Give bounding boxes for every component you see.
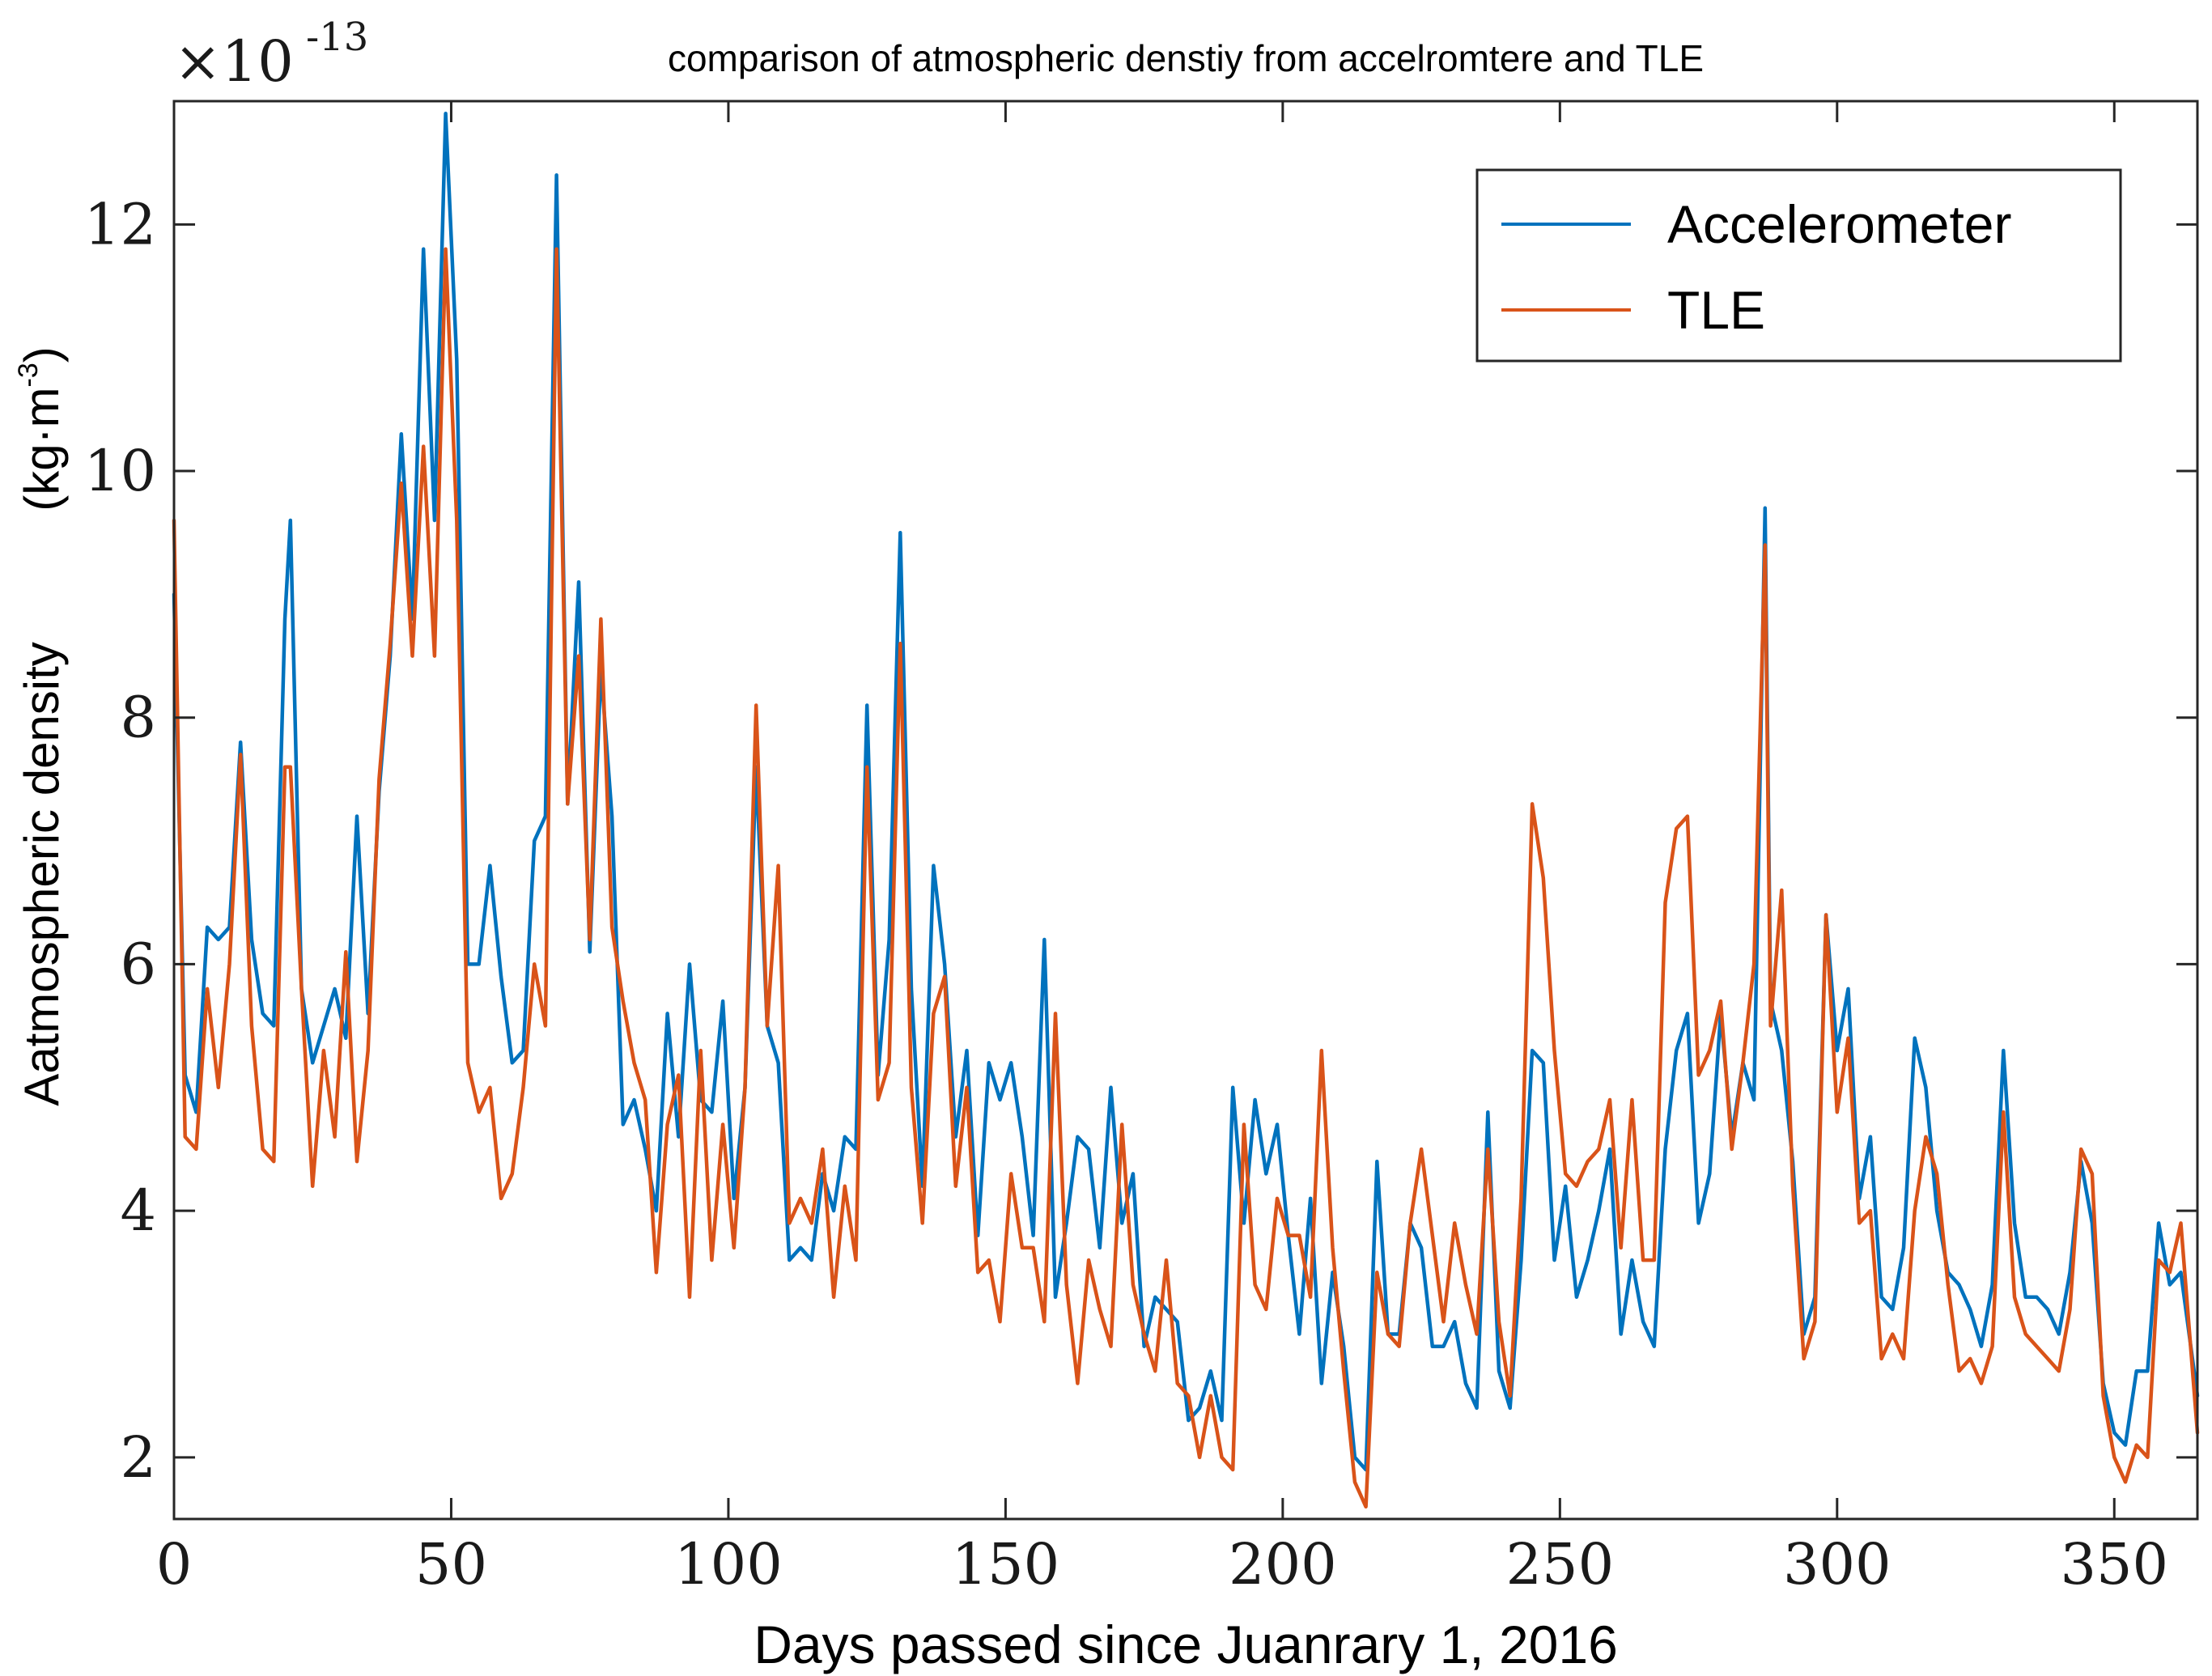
legend-label-accelerometer: Accelerometer xyxy=(1667,194,2012,254)
x-tick-label: 50 xyxy=(415,1531,487,1598)
y-tick-label: 12 xyxy=(84,191,156,257)
y-multiplier: ×10 xyxy=(174,28,294,95)
x-axis-label: Days passed since Juanrary 1, 2016 xyxy=(754,1614,1618,1674)
y-axis-label-group: Aatmospheric density (kg·m-3) xyxy=(13,346,69,1106)
y-tick-label: 6 xyxy=(120,931,156,997)
axes-box xyxy=(172,100,2199,1521)
y-axis-unit-base: (kg·m xyxy=(15,387,69,511)
y-tick-label: 8 xyxy=(120,685,156,751)
y-axis-unit-close: ) xyxy=(15,346,69,363)
y-multiplier-exponent: -13 xyxy=(306,15,368,60)
legend: Accelerometer TLE xyxy=(1475,168,2122,363)
y-axis-label: Aatmospheric density xyxy=(15,642,69,1106)
y-axis-unit-exp: -3 xyxy=(13,363,44,387)
x-tick-label: 300 xyxy=(1783,1531,1891,1598)
series-layer xyxy=(172,111,2200,1509)
y-tick-label: 4 xyxy=(120,1177,156,1244)
y-tick-label: 2 xyxy=(120,1424,156,1491)
x-tick-label: 200 xyxy=(1229,1531,1337,1598)
x-tick-label: 150 xyxy=(952,1531,1060,1598)
y-tick-label: 10 xyxy=(84,438,156,504)
x-tick-label: 0 xyxy=(156,1531,193,1598)
x-tick-label: 350 xyxy=(2060,1531,2168,1598)
x-tick-label: 100 xyxy=(674,1531,783,1598)
y-axis-unit: (kg·m-3) xyxy=(13,346,69,511)
series-line-accelerometer xyxy=(172,111,2200,1472)
ticks-layer: 2 4 6 8 10 12 0 50 100 150 200 250 300 350 xyxy=(84,101,2197,1598)
legend-box xyxy=(1475,168,2122,363)
chart-title: comparison of atmospheric denstiy from a… xyxy=(668,37,1704,79)
series-line-tle xyxy=(172,247,2200,1509)
x-tick-label: 250 xyxy=(1506,1531,1615,1598)
legend-label-tle: TLE xyxy=(1667,280,1765,340)
